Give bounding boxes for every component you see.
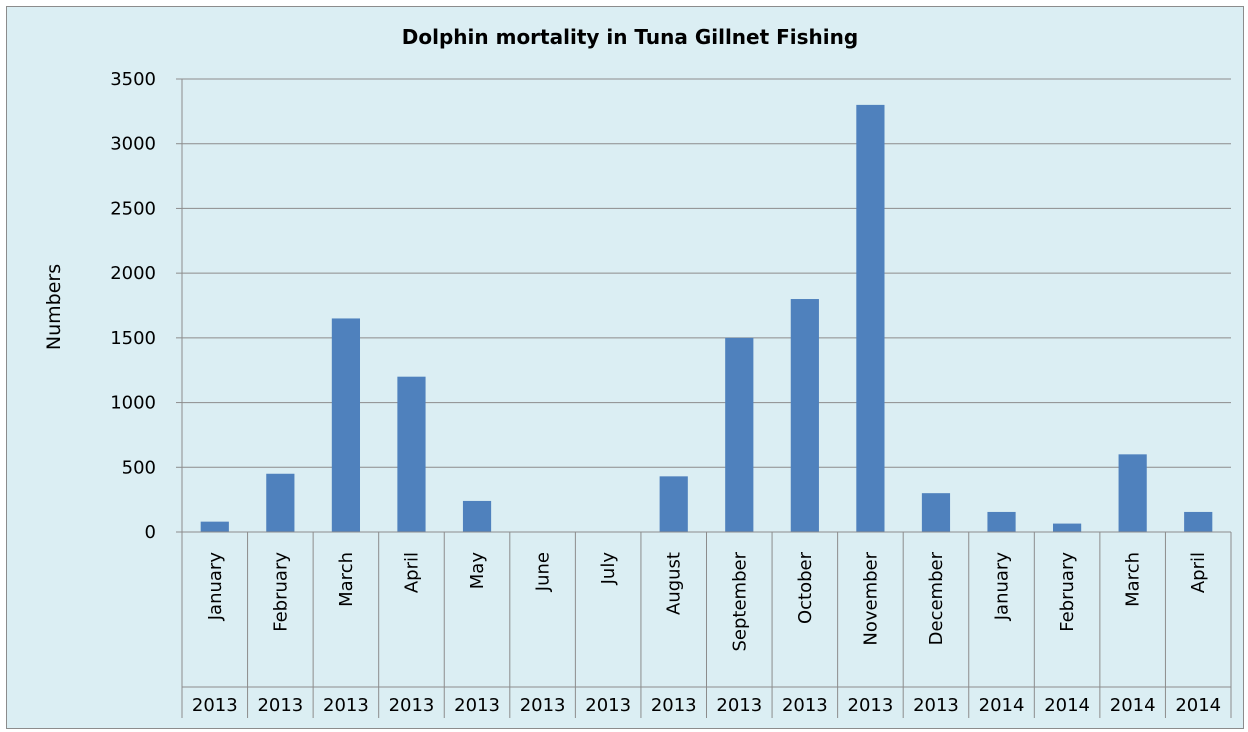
y-tick-label: 1500 (110, 328, 156, 349)
bar (1184, 511, 1213, 532)
x-axis: January 2013 February 2013 March 2013 April 201… (181, 531, 1232, 718)
x-tick-label-year: 2014 (1044, 695, 1090, 716)
bar (725, 337, 754, 532)
bar (200, 521, 229, 532)
x-tick-label-year: 2014 (979, 695, 1025, 716)
bar (266, 473, 295, 532)
x-tick-label-year: 2013 (913, 695, 959, 716)
bar (921, 493, 951, 532)
x-tick-label-year: 2013 (716, 695, 762, 716)
y-axis-ticks: 0 500 1000 1500 2000 2500 3000 3500 (110, 69, 156, 543)
x-tick-label-year: 2013 (389, 695, 435, 716)
x-tick-label-month: August (664, 552, 685, 615)
x-tick-label-month: March (336, 552, 357, 607)
bar (856, 104, 885, 532)
bar (987, 511, 1016, 532)
x-tick-label-year: 2013 (651, 695, 697, 716)
x-tick-label-year: 2013 (323, 695, 369, 716)
y-tick-label: 3000 (110, 134, 156, 155)
x-tick-label-year: 2013 (520, 695, 566, 716)
bar (1052, 523, 1082, 532)
x-tick-label-year: 2013 (454, 695, 500, 716)
x-tick-label-month: April (1188, 552, 1209, 593)
bar (331, 318, 361, 532)
bar (790, 299, 819, 532)
x-tick-label-month: January (205, 552, 226, 622)
y-tick-label: 2000 (110, 263, 156, 284)
bars (200, 104, 1213, 532)
x-tick-label-month: December (926, 551, 947, 645)
chart-area (6, 6, 1244, 729)
x-tick-label-month: June (533, 552, 554, 592)
x-tick-label-month: November (860, 551, 881, 645)
y-tick-label: 0 (145, 522, 156, 543)
x-tick-label-year: 2014 (1110, 695, 1156, 716)
x-tick-label-year: 2013 (848, 695, 894, 716)
x-tick-label-year: 2013 (585, 695, 631, 716)
x-tick-label-month: October (795, 551, 816, 624)
bar (397, 376, 426, 532)
x-tick-label-month: February (270, 552, 291, 632)
x-tick-label-month: May (467, 552, 488, 590)
y-tick-label: 3500 (110, 69, 156, 90)
x-tick-label-month: March (1123, 552, 1144, 607)
x-tick-label-month: January (992, 552, 1013, 622)
x-tick-label-year: 2014 (1175, 695, 1221, 716)
bar (1118, 454, 1147, 532)
y-axis-label: Numbers (43, 264, 65, 350)
x-tick-label-month: July (598, 552, 619, 586)
y-tick-label: 2500 (110, 198, 156, 219)
x-tick-label-month: February (1057, 552, 1078, 632)
x-tick-label-year: 2013 (782, 695, 828, 716)
y-tick-label: 1000 (110, 393, 156, 414)
x-tick-label-month: September (729, 551, 750, 651)
y-tick-label: 500 (122, 457, 156, 478)
x-tick-label-year: 2013 (192, 695, 238, 716)
x-tick-label-year: 2013 (257, 695, 303, 716)
bar (462, 500, 492, 532)
bar (659, 476, 688, 532)
x-tick-label-month: April (401, 552, 422, 593)
chart-title: Dolphin mortality in Tuna Gillnet Fishin… (402, 25, 858, 49)
